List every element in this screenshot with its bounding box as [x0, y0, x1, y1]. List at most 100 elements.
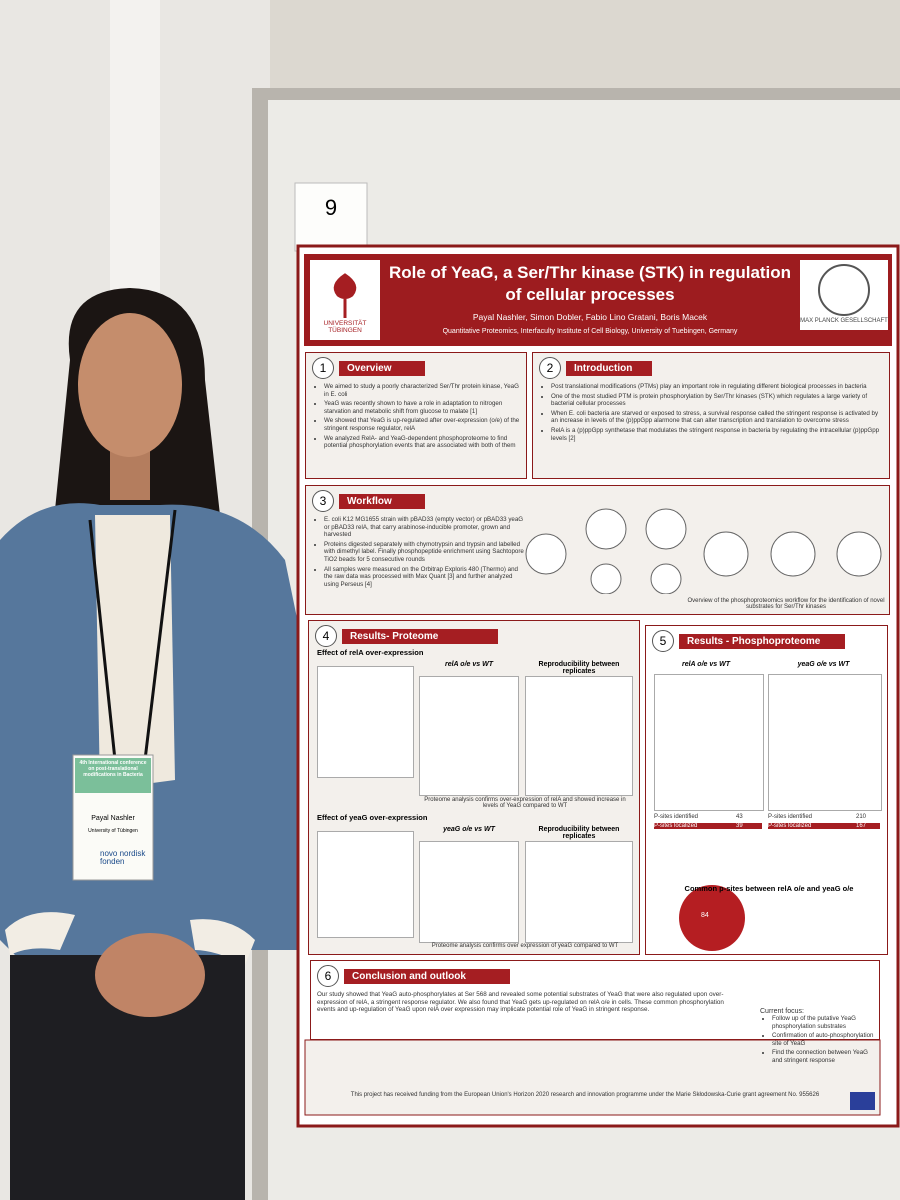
back-wall	[270, 0, 900, 90]
bullet: Proteins digested separately with chymot…	[324, 541, 524, 564]
badge-name: Payal Nashler	[91, 815, 135, 822]
workflow-step	[525, 533, 567, 575]
plot	[419, 841, 519, 943]
mpg-logo-circle	[818, 264, 870, 316]
workflow-step	[590, 563, 622, 594]
table-value: 210	[856, 814, 867, 820]
section: 1 Overview We aimed to study a poorly cha…	[305, 352, 527, 479]
bullet: Post translational modifications (PTMs) …	[551, 383, 883, 391]
badge-header	[75, 758, 151, 793]
section-number: 6	[317, 965, 339, 987]
bullet: All samples were measured on the Orbitra…	[324, 566, 524, 589]
shirt	[95, 515, 175, 790]
poster-title: Role of YeaG, a Ser/Thr kinase (STK) in …	[388, 263, 792, 304]
section-heading: Workflow	[339, 493, 425, 509]
plot-title: relA o/e vs WT	[445, 661, 493, 668]
plot-title: Reproducibility between replicates	[538, 826, 620, 840]
workflow-step	[770, 531, 816, 577]
section: 5 Results - Phosphoproteome relA o/e vs W…	[645, 625, 888, 955]
badge-sponsor: novo nordisk fonden	[100, 849, 146, 866]
funding: This project has received funding from t…	[350, 1092, 820, 1098]
university: UNIVERSITÄT TÜBINGEN	[323, 320, 367, 334]
table-label: P-sites localized	[654, 823, 762, 829]
hands	[95, 933, 205, 1017]
bullet: Confirmation of auto-phosphorylation sit…	[772, 1032, 875, 1047]
lanyard	[88, 509, 177, 761]
current-focus: Current focus: Follow up of the putative…	[760, 1008, 875, 1067]
bullet: RelA is a (p)ppGpp synthetase that modul…	[551, 427, 883, 442]
affiliation: Quantitative Proteomics, Interfaculty In…	[442, 328, 738, 335]
plot	[525, 676, 633, 796]
bullet: We showed that YeaG is up-regulated afte…	[324, 417, 520, 432]
authors: Payal Nashler, Simon Dobler, Fabio Lino …	[472, 312, 708, 322]
plot	[317, 831, 414, 938]
bullet: When E. coli bacteria are starved or exp…	[551, 410, 883, 425]
plot	[654, 674, 764, 811]
section-heading: Results- Proteome	[342, 628, 498, 644]
table-value: 43	[736, 814, 743, 820]
workflow-step	[703, 531, 749, 577]
caption: Proteome analysis confirms over-expressi…	[424, 797, 626, 809]
section-heading: Introduction	[566, 360, 652, 376]
caption: Overview of the phosphoproteomics workfl…	[687, 598, 885, 610]
plot-title: yeaG o/e vs WT	[443, 826, 495, 833]
section-number: 4	[315, 625, 337, 647]
section-number: 5	[652, 630, 674, 652]
plot	[317, 666, 414, 778]
section-heading: Overview	[339, 360, 425, 376]
bullet: E. coli K12 MG1655 strain with pBAD33 (e…	[324, 516, 524, 539]
bullet: Follow up of the putative YeaG phosphory…	[772, 1015, 875, 1030]
table-value: 167	[856, 823, 867, 829]
poster-number: 9	[324, 195, 338, 220]
subheading: Effect of yeaG over-expression	[317, 813, 428, 822]
plot-title: relA o/e vs WT	[682, 661, 730, 668]
sleeve-cuff	[190, 919, 255, 965]
institute: MAX PLANCK GESELLSCHAFT	[800, 318, 888, 324]
plot	[525, 841, 633, 943]
workflow-step	[836, 531, 882, 577]
sleeve-cuff	[5, 912, 75, 955]
table-value: 39	[736, 823, 743, 829]
venn-title: Common p-sites between relA o/e and yeaG…	[684, 884, 854, 893]
section-heading: Conclusion and outlook	[344, 968, 510, 984]
badge-affiliation: University of Tübingen	[88, 828, 138, 834]
workflow-step	[645, 508, 687, 550]
workflow-step	[650, 563, 682, 594]
face	[78, 313, 182, 457]
bullet: We aimed to study a poorly characterized…	[324, 383, 520, 398]
conclusion: Our study showed that YeaG auto-phosphor…	[317, 991, 724, 1013]
table-label: P-sites identified	[768, 814, 813, 820]
bullet: YeaG was recently shown to have a role i…	[324, 400, 520, 415]
section: 4 Results- Proteome Effect of relA over-e…	[308, 620, 640, 955]
workflow-diagram	[525, 508, 882, 594]
badge-conference: 4th International conference on post-tra…	[79, 760, 147, 778]
plot-title: yeaG o/e vs WT	[797, 661, 850, 668]
bullet: We analyzed RelA- and YeaG-dependent pho…	[324, 435, 520, 450]
plot	[768, 674, 882, 811]
section: 2 Introduction Post translational modific…	[532, 352, 890, 479]
caption: Proteome analysis confirms over expressi…	[431, 943, 619, 949]
venn-circle	[679, 885, 745, 951]
mpg-logo	[800, 260, 888, 330]
section-number: 1	[312, 357, 334, 379]
table-label: P-sites identified	[654, 814, 699, 820]
subheading: Effect of relA over-expression	[317, 648, 424, 657]
footer	[304, 1039, 881, 1116]
section-number: 2	[539, 357, 561, 379]
section: 6 Conclusion and outlook Our study showed…	[310, 960, 880, 1040]
venn-overlap: 84	[701, 912, 709, 919]
uni-logo-tree	[333, 273, 357, 318]
bullet: Find the connection between YeaG and str…	[772, 1049, 875, 1064]
bullet: One of the most studied PTM is protein p…	[551, 393, 883, 408]
workflow-step	[585, 508, 627, 550]
section-heading: Results - Phosphoproteome	[679, 633, 845, 649]
poster-header	[304, 254, 892, 346]
section: 3 Workflow E. coli K12 MG1655 strain with…	[305, 485, 890, 615]
focus-title: Current focus:	[760, 1008, 804, 1015]
plot-title: Reproducibility between replicates	[538, 661, 620, 675]
plot	[419, 676, 519, 796]
section-number: 3	[312, 490, 334, 512]
eu-flag	[850, 1092, 875, 1110]
table-label: P-sites localized	[768, 823, 880, 829]
